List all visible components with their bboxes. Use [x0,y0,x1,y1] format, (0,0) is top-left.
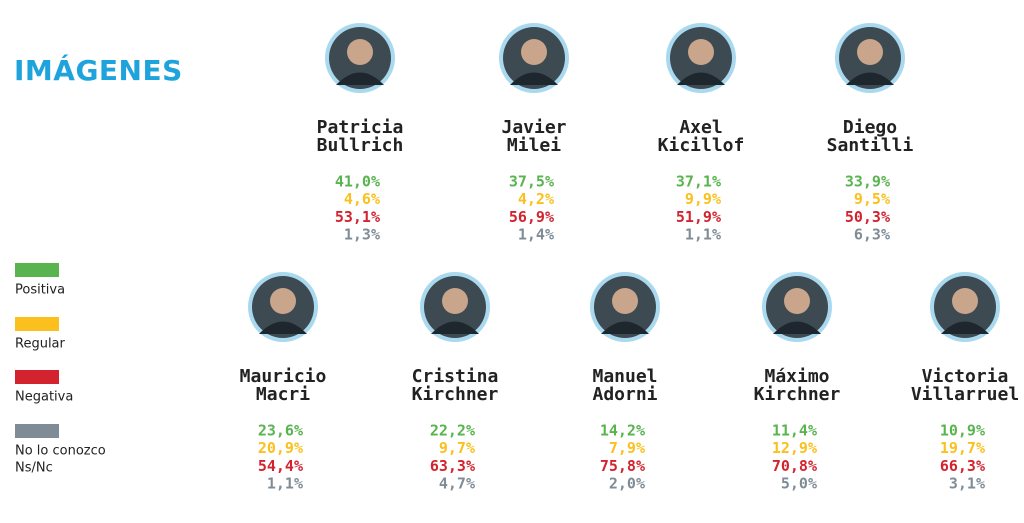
person-value: 22,2% [430,422,475,440]
person-value: 41,0% [335,173,380,191]
photo-body [846,72,894,85]
person-value: 51,9% [676,208,721,226]
legend-label: Regular [15,337,66,352]
person-value: 9,7% [439,439,475,457]
photo-body [773,321,821,334]
person-value: 37,1% [676,173,721,191]
person-value: 37,5% [509,173,554,191]
person-value: 14,2% [600,422,645,440]
photo-head [784,288,810,314]
person-value: 2,0% [609,475,645,493]
person-value: 4,7% [439,475,475,493]
person-name: Villarruel [911,384,1019,405]
person-value: 6,3% [854,226,890,244]
photo-head [857,39,883,65]
person-name: Milei [507,135,561,156]
title: IMÁGENES [14,53,183,87]
person-value: 7,9% [609,439,645,457]
person-name: Mauricio [240,366,327,387]
person-value: 3,1% [949,475,985,493]
person-value: 1,4% [518,226,554,244]
photo-body [336,72,384,85]
person-name: Kicillof [658,135,745,156]
person-value: 23,6% [258,422,303,440]
person-name: Macri [256,384,310,405]
photo-body [601,321,649,334]
legend-label: Negativa [15,390,73,405]
person-value: 54,4% [258,457,303,475]
legend-swatch [15,263,59,277]
person-value: 70,8% [772,457,817,475]
photo-head [612,288,638,314]
person-value: 4,2% [518,190,554,208]
person-value: 1,1% [685,226,721,244]
person-name: Manuel [592,366,657,387]
photo-head [521,39,547,65]
person-value: 53,1% [335,208,380,226]
legend-label: Positiva [15,283,65,298]
person-value: 5,0% [781,475,817,493]
photo-head [952,288,978,314]
person-value: 11,4% [772,422,817,440]
person-name: Máximo [764,366,829,387]
person-value: 9,5% [854,190,890,208]
person-value: 66,3% [940,457,985,475]
legend-label: Ns/Nc [15,461,53,476]
person-name: Patricia [317,117,404,138]
person-name: Bullrich [317,135,404,156]
person-value: 4,6% [344,190,380,208]
person-value: 75,8% [600,457,645,475]
person-name: Adorni [592,384,657,405]
person-value: 12,9% [772,439,817,457]
photo-head [347,39,373,65]
person-name: Cristina [412,366,499,387]
person-value: 19,7% [940,439,985,457]
person-value: 50,3% [845,208,890,226]
photo-body [677,72,725,85]
legend-label: No lo conozco [15,444,106,459]
photo-head [688,39,714,65]
person-value: 1,3% [344,226,380,244]
person-value: 10,9% [940,422,985,440]
person-value: 9,9% [685,190,721,208]
photo-body [259,321,307,334]
person-value: 63,3% [430,457,475,475]
person-name: Javier [501,117,566,138]
photo-head [442,288,468,314]
photo-body [510,72,558,85]
photo-body [431,321,479,334]
photo-body [941,321,989,334]
photo-head [270,288,296,314]
legend-swatch [15,370,59,384]
person-name: Axel [679,117,722,138]
person-value: 20,9% [258,439,303,457]
person-name: Kirchner [754,384,841,405]
legend-swatch [15,317,59,331]
person-name: Kirchner [412,384,499,405]
person-name: Diego [843,117,897,138]
legend-swatch [15,424,59,438]
person-name: Victoria [922,366,1009,387]
person-value: 33,9% [845,173,890,191]
person-name: Santilli [827,135,914,156]
person-value: 56,9% [509,208,554,226]
person-value: 1,1% [267,475,303,493]
